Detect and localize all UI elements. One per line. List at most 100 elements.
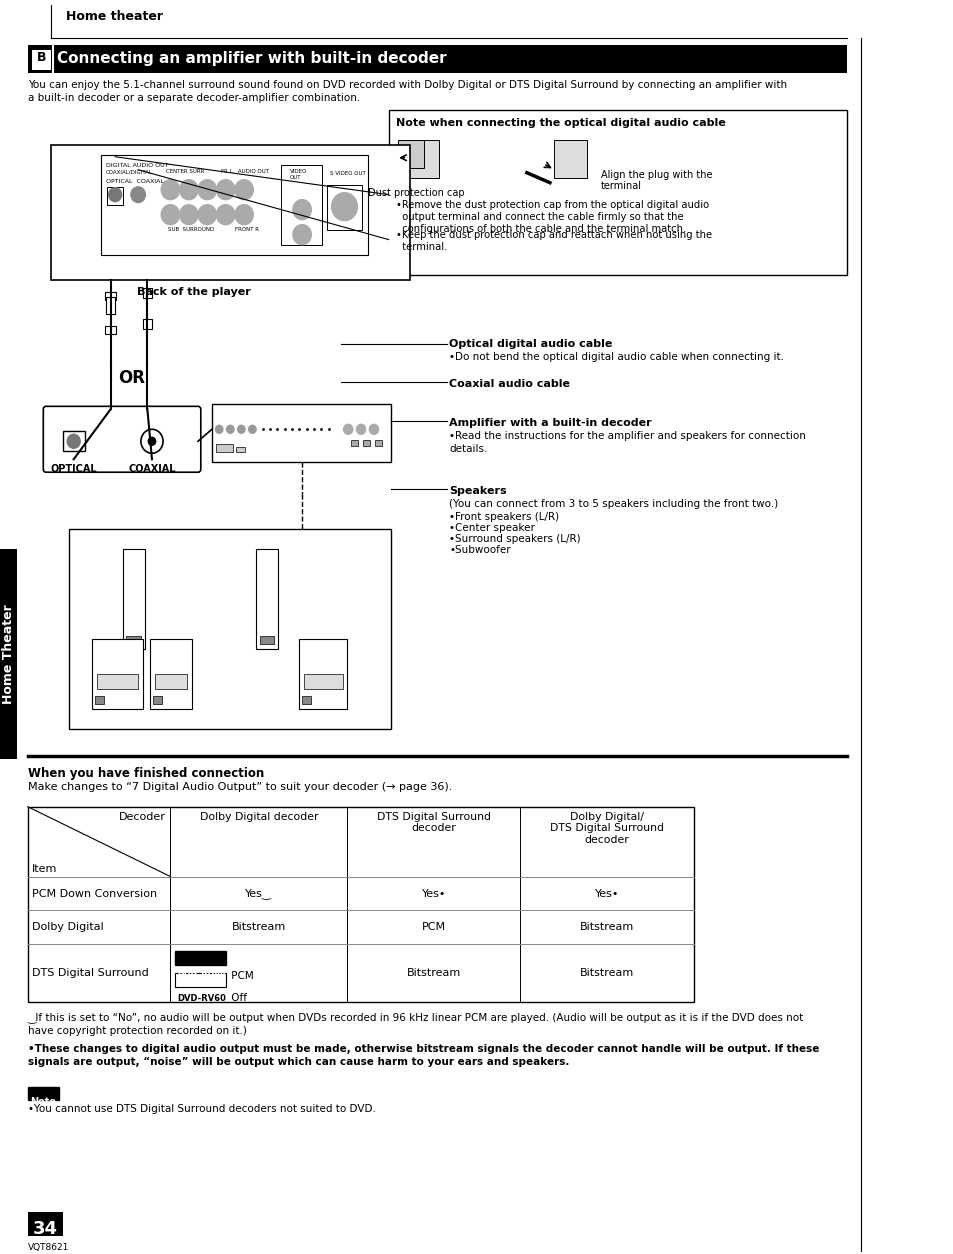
- Bar: [397, 139, 423, 168]
- Bar: [554, 139, 586, 178]
- Bar: [327, 184, 361, 229]
- Circle shape: [109, 188, 121, 202]
- Bar: [126, 636, 141, 645]
- Text: •You cannot use DTS Digital Surround decoders not suited to DVD.: •You cannot use DTS Digital Surround dec…: [28, 1105, 375, 1114]
- Bar: [94, 696, 104, 703]
- Text: Make changes to “7 Digital Audio Output” to suit your decoder (→ page 36).: Make changes to “7 Digital Audio Output”…: [28, 781, 452, 791]
- Text: SUB  SURROUND: SUB SURROUND: [168, 227, 213, 232]
- Text: FR L   AUDIO OUT: FR L AUDIO OUT: [221, 169, 269, 174]
- Text: Home theater: Home theater: [67, 10, 163, 23]
- Text: •Keep the dust protection cap and reattach when not using the
  terminal.: •Keep the dust protection cap and reatta…: [395, 229, 712, 252]
- Bar: [280, 164, 322, 245]
- Circle shape: [332, 193, 357, 221]
- Bar: [216, 444, 233, 453]
- Circle shape: [356, 424, 365, 434]
- Text: Bitstream: Bitstream: [579, 968, 634, 978]
- Bar: [304, 673, 342, 688]
- Circle shape: [216, 179, 234, 199]
- Text: Dolby Digital/
DTS Digital Surround
decoder: Dolby Digital/ DTS Digital Surround deco…: [550, 811, 663, 845]
- Text: Dust protection cap: Dust protection cap: [368, 188, 464, 198]
- Text: COAXIAL: COAXIAL: [128, 464, 175, 474]
- Text: Off: Off: [227, 993, 246, 1003]
- Text: Yes•: Yes•: [594, 889, 618, 899]
- Bar: [255, 549, 278, 648]
- Text: DVD-RV80: DVD-RV80: [176, 972, 225, 981]
- Text: Bitstream: Bitstream: [579, 923, 634, 933]
- Circle shape: [131, 187, 146, 203]
- Bar: [28, 1213, 63, 1236]
- Circle shape: [369, 424, 378, 434]
- Circle shape: [179, 204, 198, 224]
- FancyBboxPatch shape: [43, 406, 200, 473]
- Circle shape: [179, 179, 198, 199]
- Text: OPTICAL  COAXIAL: OPTICAL COAXIAL: [106, 179, 164, 183]
- Bar: [375, 440, 382, 446]
- Bar: [51, 144, 410, 280]
- Bar: [302, 696, 311, 703]
- Text: •Center speaker: •Center speaker: [449, 523, 535, 533]
- Bar: [235, 448, 245, 453]
- Text: Decoder: Decoder: [119, 811, 166, 821]
- Bar: [154, 673, 187, 688]
- Text: VIDEO
OUT: VIDEO OUT: [290, 169, 307, 179]
- Bar: [122, 549, 145, 648]
- Bar: [28, 45, 846, 73]
- Bar: [101, 154, 368, 255]
- Text: (You can connect from 3 to 5 speakers including the front two.): (You can connect from 3 to 5 speakers in…: [449, 499, 778, 509]
- Text: •Remove the dust protection cap from the optical digital audio
  output terminal: •Remove the dust protection cap from the…: [395, 199, 708, 234]
- Text: Bitstream: Bitstream: [406, 968, 460, 978]
- Bar: [143, 320, 152, 330]
- Circle shape: [249, 425, 255, 434]
- Text: •Front speakers (L/R): •Front speakers (L/R): [449, 512, 559, 522]
- Bar: [63, 431, 85, 451]
- Bar: [299, 640, 347, 709]
- Circle shape: [161, 179, 179, 199]
- Text: Note: Note: [30, 1097, 56, 1107]
- Text: PCM: PCM: [421, 923, 445, 933]
- Bar: [150, 640, 192, 709]
- Text: Item: Item: [32, 864, 57, 874]
- Bar: [174, 952, 226, 966]
- Bar: [107, 187, 123, 204]
- Circle shape: [198, 204, 216, 224]
- Text: Back of the player: Back of the player: [136, 286, 250, 296]
- Text: DTS Digital Surround
decoder: DTS Digital Surround decoder: [376, 811, 491, 833]
- Text: •These changes to digital audio output must be made, otherwise bitstream signals: •These changes to digital audio output m…: [28, 1045, 818, 1067]
- Text: DIGITAL AUDIO OUT: DIGITAL AUDIO OUT: [106, 163, 169, 168]
- Bar: [143, 287, 152, 297]
- Text: Align the plug with the
terminal: Align the plug with the terminal: [600, 169, 711, 192]
- Bar: [152, 696, 162, 703]
- Circle shape: [67, 434, 80, 448]
- Text: FRONT R: FRONT R: [234, 227, 258, 232]
- Bar: [28, 1087, 59, 1100]
- Text: Speakers: Speakers: [449, 487, 507, 497]
- Text: •Read the instructions for the amplifier and speakers for connection
details.: •Read the instructions for the amplifier…: [449, 431, 805, 454]
- Bar: [388, 110, 846, 275]
- Circle shape: [161, 204, 179, 224]
- Text: B: B: [36, 51, 46, 64]
- Circle shape: [293, 224, 311, 245]
- Circle shape: [293, 199, 311, 219]
- Text: S VIDEO OUT: S VIDEO OUT: [330, 171, 365, 176]
- Circle shape: [227, 425, 233, 434]
- Circle shape: [216, 204, 234, 224]
- Text: PCM Down Conversion: PCM Down Conversion: [32, 889, 157, 899]
- Bar: [105, 291, 116, 300]
- Text: Yes‿: Yes‿: [245, 888, 272, 899]
- Text: When you have finished connection: When you have finished connection: [28, 766, 264, 780]
- Bar: [32, 50, 51, 70]
- Bar: [351, 440, 358, 446]
- Bar: [96, 673, 138, 688]
- Bar: [259, 636, 274, 645]
- Bar: [407, 139, 439, 178]
- Bar: [28, 806, 693, 1002]
- Text: Bitstream: Bitstream: [232, 923, 286, 933]
- Circle shape: [198, 179, 216, 199]
- Text: Optical digital audio cable: Optical digital audio cable: [449, 340, 612, 350]
- Text: DVD-RV60: DVD-RV60: [176, 994, 226, 1003]
- Text: COAXIAL/DIGITAL: COAXIAL/DIGITAL: [106, 169, 152, 174]
- Bar: [69, 529, 391, 729]
- Circle shape: [215, 425, 223, 434]
- Bar: [212, 404, 391, 463]
- Text: •Do not bend the optical digital audio cable when connecting it.: •Do not bend the optical digital audio c…: [449, 352, 783, 362]
